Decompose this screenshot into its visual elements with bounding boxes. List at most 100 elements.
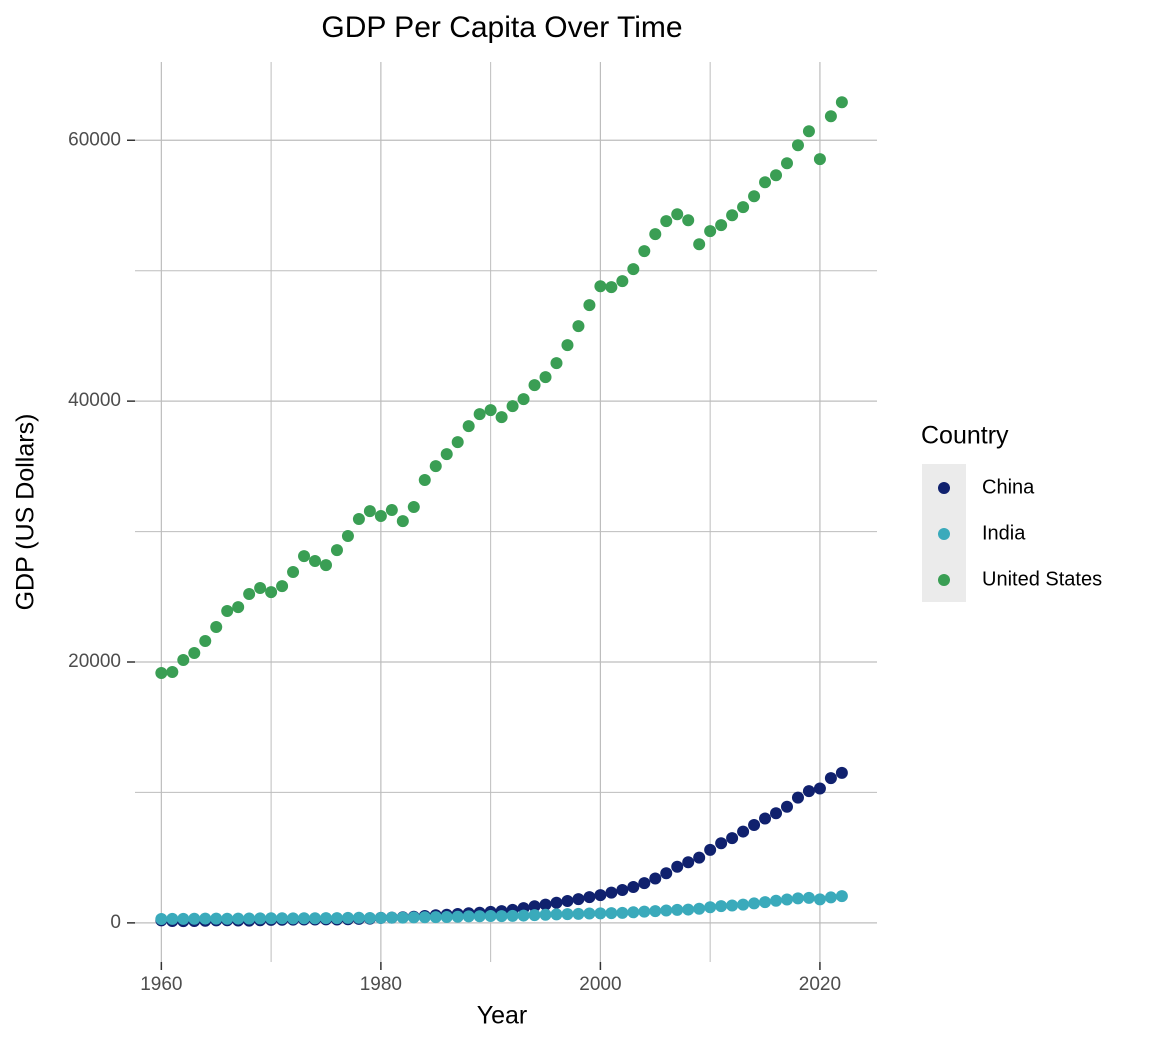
point [638, 877, 651, 890]
point [693, 902, 706, 915]
point [506, 400, 519, 413]
point [759, 812, 772, 825]
point [561, 339, 574, 352]
point [418, 474, 431, 487]
point [199, 912, 212, 925]
point [813, 893, 826, 906]
point [407, 911, 420, 924]
point [671, 903, 684, 916]
point [166, 912, 179, 925]
point [638, 905, 651, 918]
point [802, 891, 815, 904]
point [791, 892, 804, 905]
point [341, 911, 354, 924]
point [177, 912, 190, 925]
point [813, 782, 826, 795]
point [726, 832, 739, 845]
point [254, 582, 267, 595]
point [363, 505, 376, 518]
point [528, 900, 541, 913]
point [583, 907, 596, 920]
point [188, 912, 201, 925]
point [627, 906, 640, 919]
point [221, 912, 234, 925]
point [517, 393, 530, 406]
y-tick-label: 0 [110, 912, 121, 933]
point [715, 900, 728, 913]
point [715, 837, 728, 850]
point [835, 890, 848, 903]
point [660, 215, 673, 228]
point [748, 819, 761, 832]
point [561, 894, 574, 907]
point [319, 559, 332, 572]
point [473, 408, 486, 421]
point [737, 825, 750, 838]
point [726, 899, 739, 912]
point [210, 912, 223, 925]
x-tick-label: 2020 [799, 974, 841, 995]
point [462, 420, 475, 433]
point [539, 898, 552, 911]
point [616, 275, 629, 288]
point [451, 436, 464, 449]
legend-marker [938, 482, 950, 494]
point [671, 860, 684, 873]
point [550, 357, 563, 370]
point [605, 907, 618, 920]
point [813, 153, 826, 166]
point [759, 176, 772, 189]
point [484, 909, 497, 922]
point [539, 371, 552, 384]
point [561, 908, 574, 921]
point [188, 647, 201, 659]
point [396, 515, 409, 528]
point [155, 912, 168, 925]
point [385, 911, 398, 924]
legend-label: United States [982, 568, 1102, 590]
point [835, 766, 848, 779]
point [550, 908, 563, 921]
point [287, 566, 300, 578]
point [221, 605, 234, 617]
point [330, 912, 343, 925]
point [748, 897, 761, 910]
point [791, 139, 804, 152]
point [704, 843, 717, 856]
point [649, 872, 662, 885]
point [737, 201, 750, 214]
point [616, 884, 629, 896]
x-tick-label: 1960 [140, 974, 182, 995]
point [495, 411, 508, 424]
point [385, 504, 398, 517]
point [341, 530, 354, 542]
point [374, 510, 387, 523]
point [352, 911, 365, 924]
point [616, 906, 629, 919]
legend-marker [938, 528, 950, 540]
point [572, 893, 585, 906]
point [309, 912, 322, 925]
point [627, 881, 640, 893]
y-tick-label: 40000 [68, 390, 121, 411]
point [748, 190, 761, 203]
point [418, 911, 431, 924]
point [802, 125, 815, 138]
point [770, 894, 783, 907]
point [330, 544, 343, 557]
point [572, 320, 585, 333]
point [682, 214, 695, 227]
point [210, 621, 223, 634]
point [780, 893, 793, 906]
point [627, 263, 640, 276]
point [715, 219, 728, 232]
y-tick-label: 60000 [68, 129, 121, 150]
point [594, 907, 607, 920]
point [791, 791, 804, 804]
x-axis-title: Year [477, 1002, 528, 1030]
point [660, 904, 673, 917]
point [374, 911, 387, 924]
point [726, 209, 739, 222]
point [232, 601, 245, 614]
